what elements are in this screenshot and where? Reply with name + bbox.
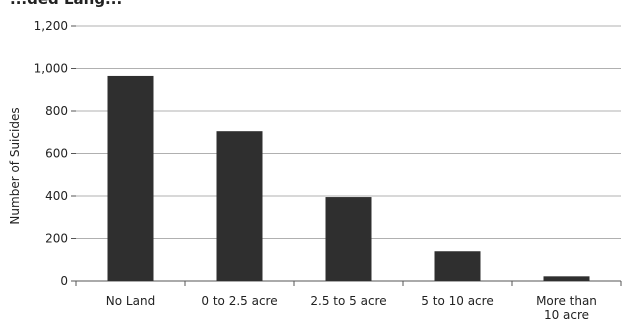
gridlines [71, 25, 621, 282]
bar [543, 276, 590, 281]
y-tick-label: 200 [45, 232, 68, 246]
y-tick-label: 400 [45, 189, 68, 203]
y-tick-label: 600 [45, 147, 68, 161]
bar [216, 131, 263, 281]
x-tick-label: 0 to 2.5 acre [201, 294, 277, 308]
y-tick-label: 0 [60, 274, 68, 288]
bar [325, 197, 372, 281]
bar [107, 75, 154, 281]
chart-title: ...ded Lang... [10, 0, 122, 8]
y-tick-label: 1,200 [34, 19, 68, 33]
bar [434, 251, 481, 281]
y-axis-ticks: 0 200 400 600 800 1,000 1,200 [34, 19, 68, 288]
x-tick-label: More than 10 acre [536, 294, 597, 322]
x-tick-label: 5 to 10 acre [421, 294, 493, 308]
x-tick-label: No Land [106, 294, 155, 308]
y-tick-label: 800 [45, 104, 68, 118]
x-axis-ticks: No Land 0 to 2.5 acre 2.5 to 5 acre 5 to 10… [75, 281, 622, 322]
y-axis-label: Number of Suicides [8, 107, 22, 224]
x-tick-label: 2.5 to 5 acre [310, 294, 386, 308]
bars [107, 75, 590, 281]
y-tick-label: 1,000 [34, 62, 68, 76]
